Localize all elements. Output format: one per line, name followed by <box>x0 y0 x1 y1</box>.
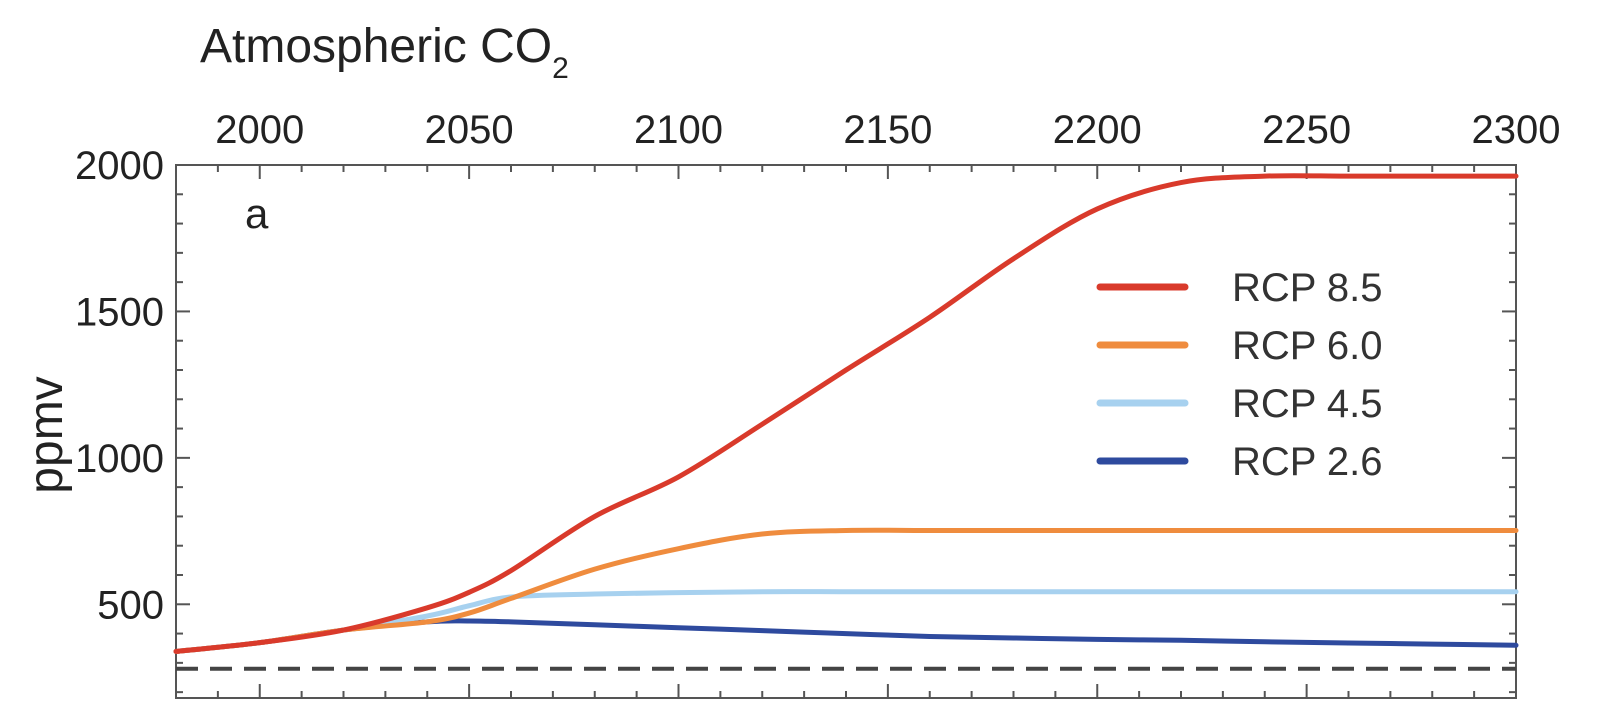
plot-frame <box>175 164 1517 699</box>
x-tick-label: 2050 <box>425 108 514 152</box>
legend: RCP 8.5 RCP 6.0 RCP 4.5 RCP 2.6 <box>1096 266 1382 484</box>
x-tick-label: 2200 <box>1053 108 1142 152</box>
x-tick-label: 2150 <box>843 108 932 152</box>
x-tick-label: 2250 <box>1262 108 1351 152</box>
y-tick-label: 1500 <box>75 290 164 334</box>
legend-label-rcp-8-5: RCP 8.5 <box>1232 266 1382 310</box>
legend-label-rcp-2-6: RCP 2.6 <box>1232 440 1382 484</box>
series-line-rcp-8-5 <box>173 173 1519 654</box>
y-tick-label: 500 <box>97 583 164 627</box>
panel-label: a <box>245 190 269 237</box>
legend-label-rcp-6-0: RCP 6.0 <box>1232 324 1382 368</box>
series-line-rcp-6-0 <box>173 527 1519 654</box>
chart-title: Atmospheric CO2 <box>200 20 569 85</box>
chart-title-subscript: 2 <box>552 52 569 85</box>
chart-title-main: Atmospheric CO <box>200 20 552 73</box>
x-tick-label: 2000 <box>215 108 304 152</box>
series-line-rcp-4-5 <box>173 589 1519 654</box>
plot-area: 2000 2050 2100 2150 2200 2250 2300 500 1000 1500 2… <box>75 108 1561 699</box>
y-tick-label: 1000 <box>75 437 164 481</box>
y-axis-label: ppmv <box>20 376 73 493</box>
x-tick-label: 2300 <box>1472 108 1561 152</box>
x-tick-label: 2100 <box>634 108 723 152</box>
legend-label-rcp-4-5: RCP 4.5 <box>1232 382 1382 426</box>
y-tick-label: 2000 <box>75 144 164 188</box>
